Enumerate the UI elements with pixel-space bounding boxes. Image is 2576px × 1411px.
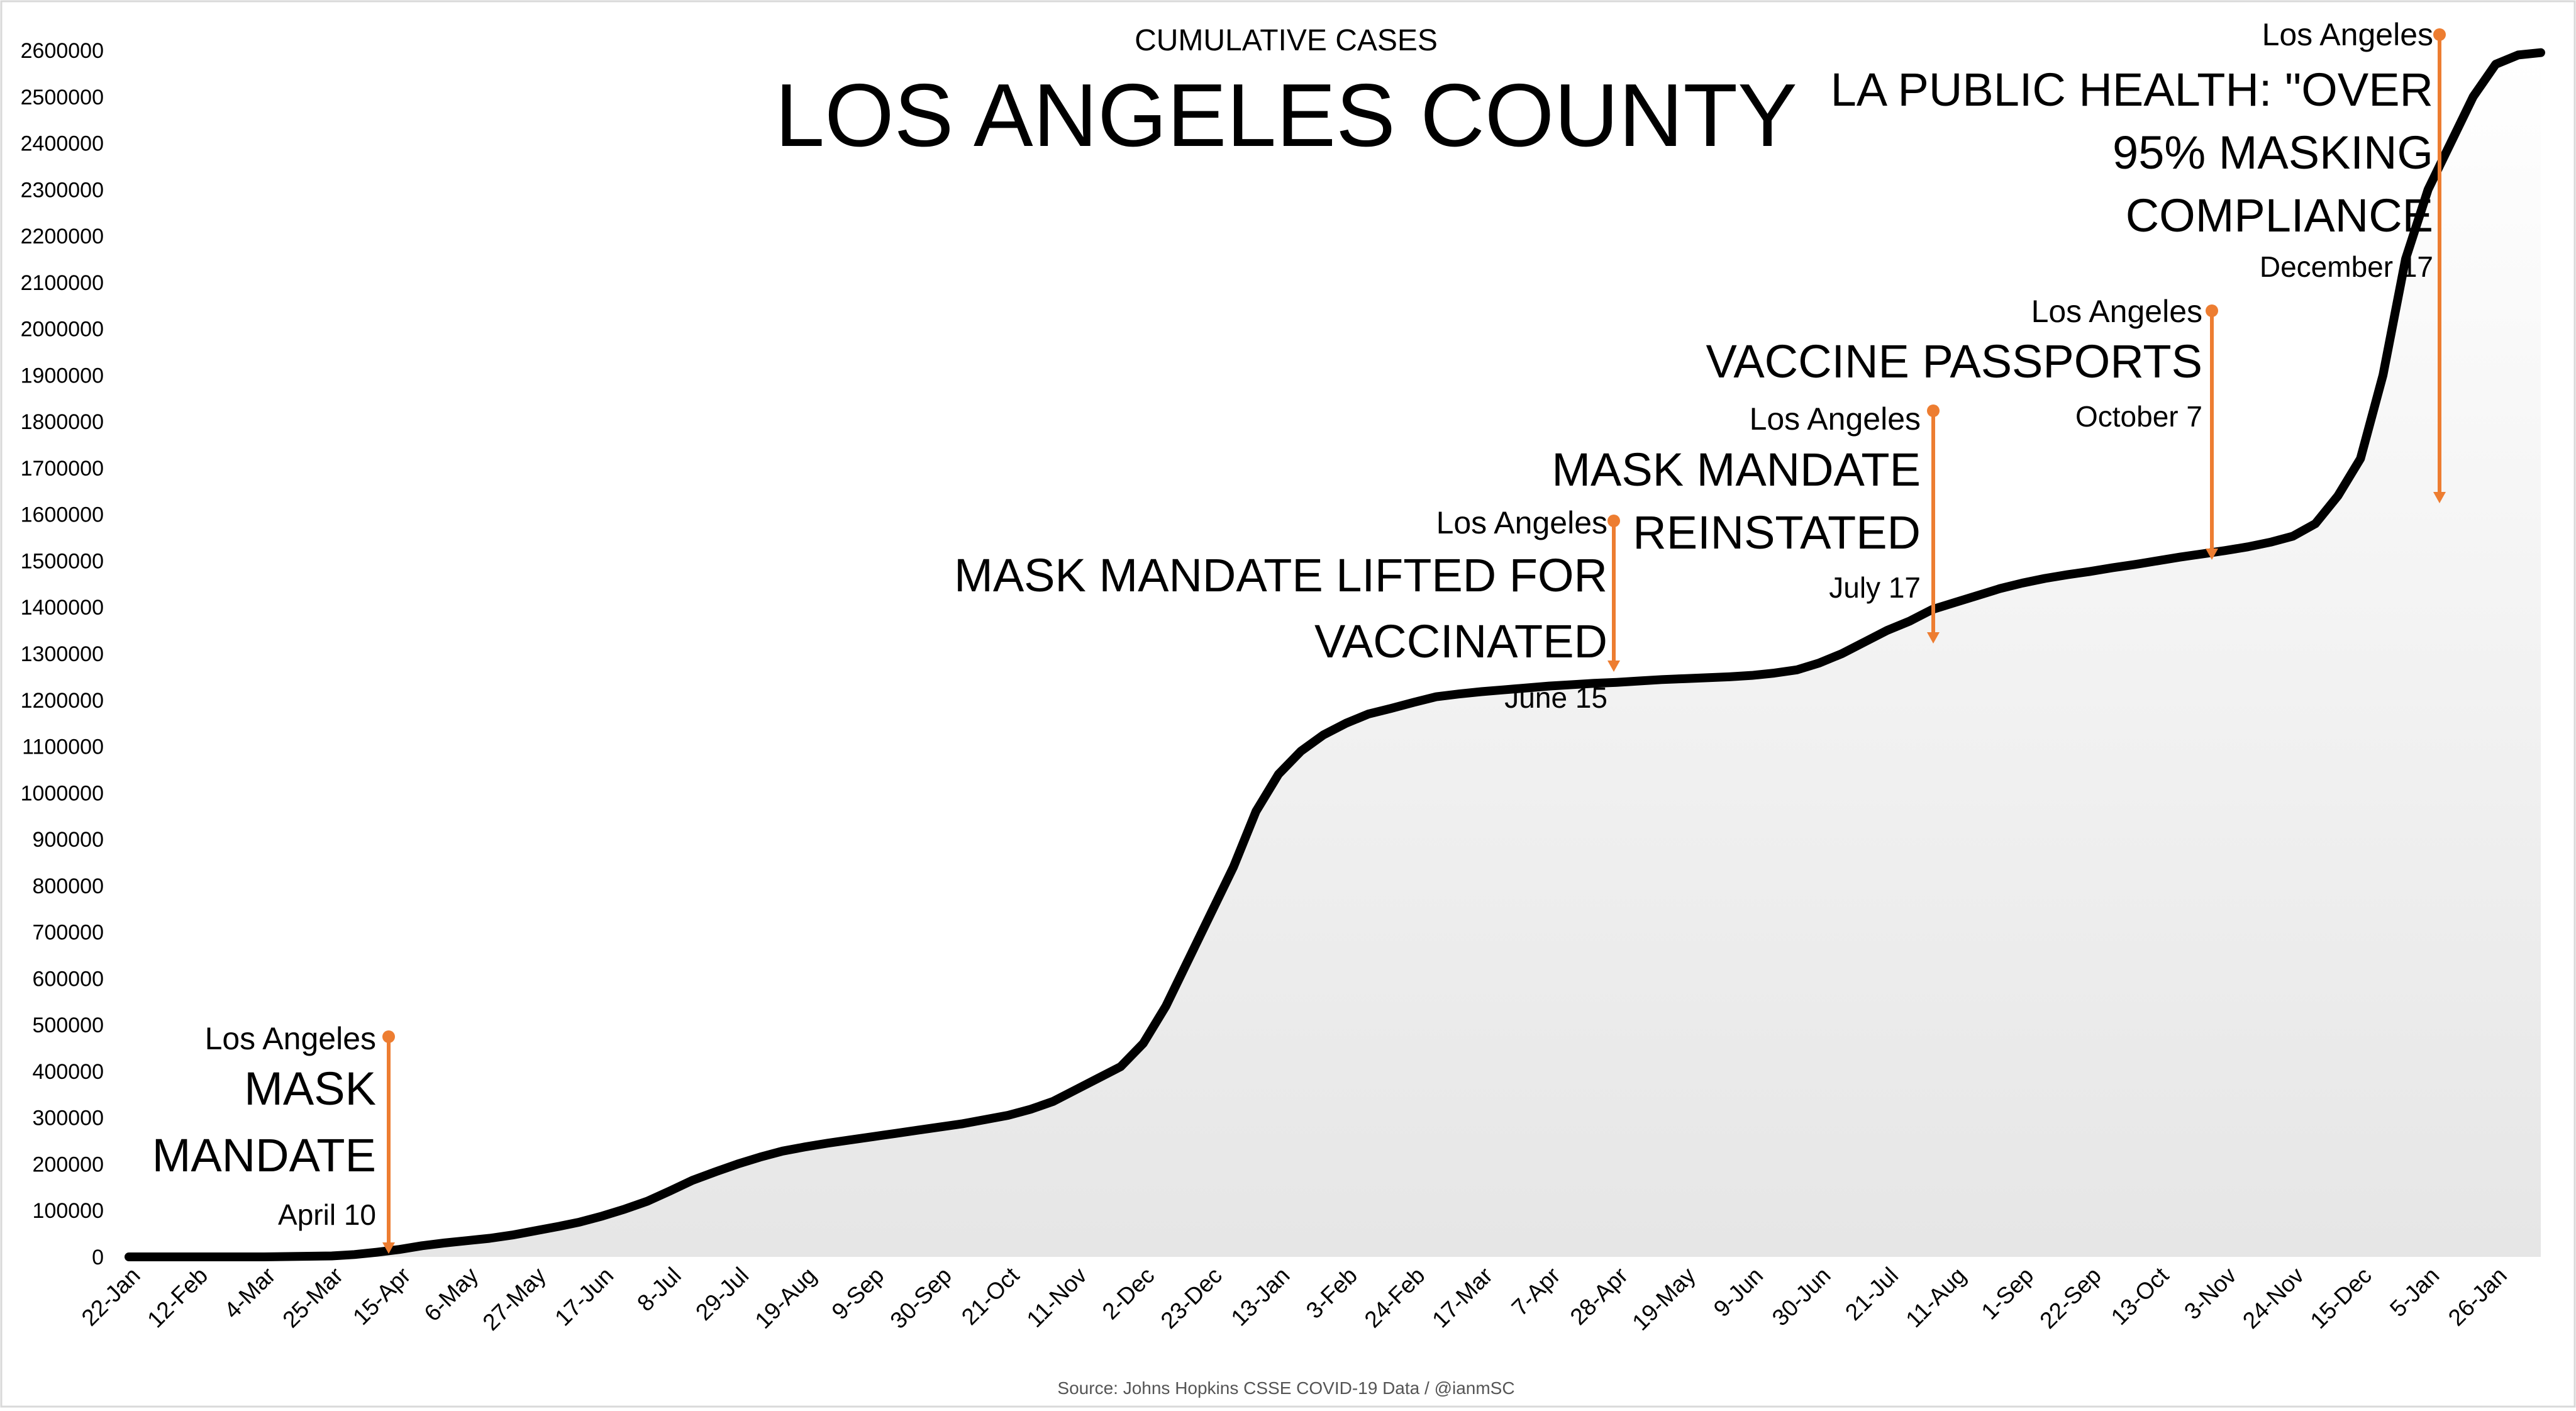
- annotation-place: Los Angeles: [1436, 505, 1607, 540]
- annotation-headline: MASK: [244, 1062, 376, 1115]
- y-tick-label: 500000: [33, 1013, 104, 1037]
- y-tick-label: 1100000: [22, 735, 104, 759]
- annotation-dot: [1607, 515, 1620, 527]
- annotation: Los Angeles MASK MANDATE REINSTATED July 17: [1552, 401, 1940, 644]
- annotation-place: Los Angeles: [1750, 401, 1921, 437]
- annotation-dot: [1927, 404, 1940, 417]
- annotation: Los Angeles MASK MANDATE LIFTED FOR VACCIN…: [954, 505, 1620, 714]
- y-tick-label: 300000: [33, 1107, 104, 1130]
- annotation: Los Angeles MASK MANDATE April 10: [152, 1021, 395, 1254]
- annotation-arrow-head: [2206, 549, 2218, 560]
- y-tick-label: 200000: [33, 1152, 104, 1176]
- chart-source: Source: Johns Hopkins CSSE COVID-19 Data…: [1057, 1378, 1514, 1398]
- y-tick-label: 1700000: [21, 457, 104, 481]
- annotation-headline: COMPLIANCE: [2126, 189, 2433, 242]
- y-tick-label: 2000000: [21, 318, 104, 342]
- annotation-arrow-head: [1927, 632, 1940, 644]
- annotation-arrow-head: [1607, 661, 1620, 672]
- annotation-date: June 15: [1504, 681, 1607, 714]
- chart-subtitle: CUMULATIVE CASES: [1135, 24, 1438, 57]
- y-tick-label: 400000: [33, 1060, 104, 1084]
- y-tick-label: 2100000: [21, 271, 104, 295]
- chart-title: LOS ANGELES COUNTY: [775, 65, 1797, 165]
- annotation-date: December 17: [2260, 250, 2433, 283]
- annotation-place: Los Angeles: [205, 1021, 376, 1056]
- series-line: [125, 48, 2545, 1261]
- annotation-headline: MANDATE: [152, 1129, 376, 1181]
- y-tick-label: 800000: [33, 874, 104, 898]
- annotation-dot: [2433, 28, 2446, 41]
- annotation-headline: VACCINATED: [1314, 615, 1607, 667]
- y-tick-label: 2600000: [21, 39, 104, 63]
- annotation-headline: MASK MANDATE LIFTED FOR: [954, 549, 1607, 601]
- y-tick-label: 2400000: [21, 132, 104, 156]
- annotation-date: July 17: [1829, 571, 1921, 604]
- y-tick-label: 1900000: [21, 364, 104, 388]
- y-tick-label: 1200000: [21, 689, 104, 713]
- y-tick-label: 600000: [33, 967, 104, 991]
- y-tick-label: 1600000: [21, 503, 104, 527]
- annotation-place: Los Angeles: [2031, 294, 2202, 329]
- annotation-headline: MASK MANDATE: [1552, 443, 1921, 496]
- annotation-date: April 10: [278, 1198, 376, 1231]
- annotation-dot: [2206, 304, 2218, 317]
- y-tick-label: 2300000: [21, 178, 104, 202]
- y-tick-label: 1800000: [21, 410, 104, 434]
- y-tick-label: 1400000: [21, 596, 104, 620]
- annotation-place: Los Angeles: [2262, 17, 2433, 52]
- annotation-arrow-head: [382, 1242, 395, 1254]
- annotation-arrow-head: [2433, 492, 2446, 503]
- y-tick-label: 2200000: [21, 225, 104, 248]
- series-area: [129, 52, 2541, 1257]
- annotation: Los Angeles VACCINE PASSPORTS October 7: [1706, 294, 2218, 560]
- annotation-headline: VACCINE PASSPORTS: [1706, 335, 2202, 388]
- y-tick-label: 1300000: [21, 642, 104, 666]
- y-tick-label: 100000: [33, 1199, 104, 1223]
- y-tick-label: 900000: [33, 828, 104, 852]
- y-tick-label: 0: [92, 1246, 104, 1269]
- annotation-headline: LA PUBLIC HEALTH: "OVER: [1831, 64, 2433, 116]
- y-tick-label: 2500000: [21, 86, 104, 109]
- annotation-date: October 7: [2075, 400, 2202, 433]
- y-tick-label: 700000: [33, 921, 104, 945]
- y-tick-label: 1500000: [21, 549, 104, 573]
- y-tick-label: 1000000: [21, 781, 104, 805]
- annotation-dot: [382, 1030, 395, 1043]
- annotation-headline: REINSTATED: [1633, 506, 1921, 559]
- annotation: Los Angeles LA PUBLIC HEALTH: "OVER 95% MA…: [1831, 17, 2446, 503]
- annotation-headline: 95% MASKING: [2112, 126, 2433, 179]
